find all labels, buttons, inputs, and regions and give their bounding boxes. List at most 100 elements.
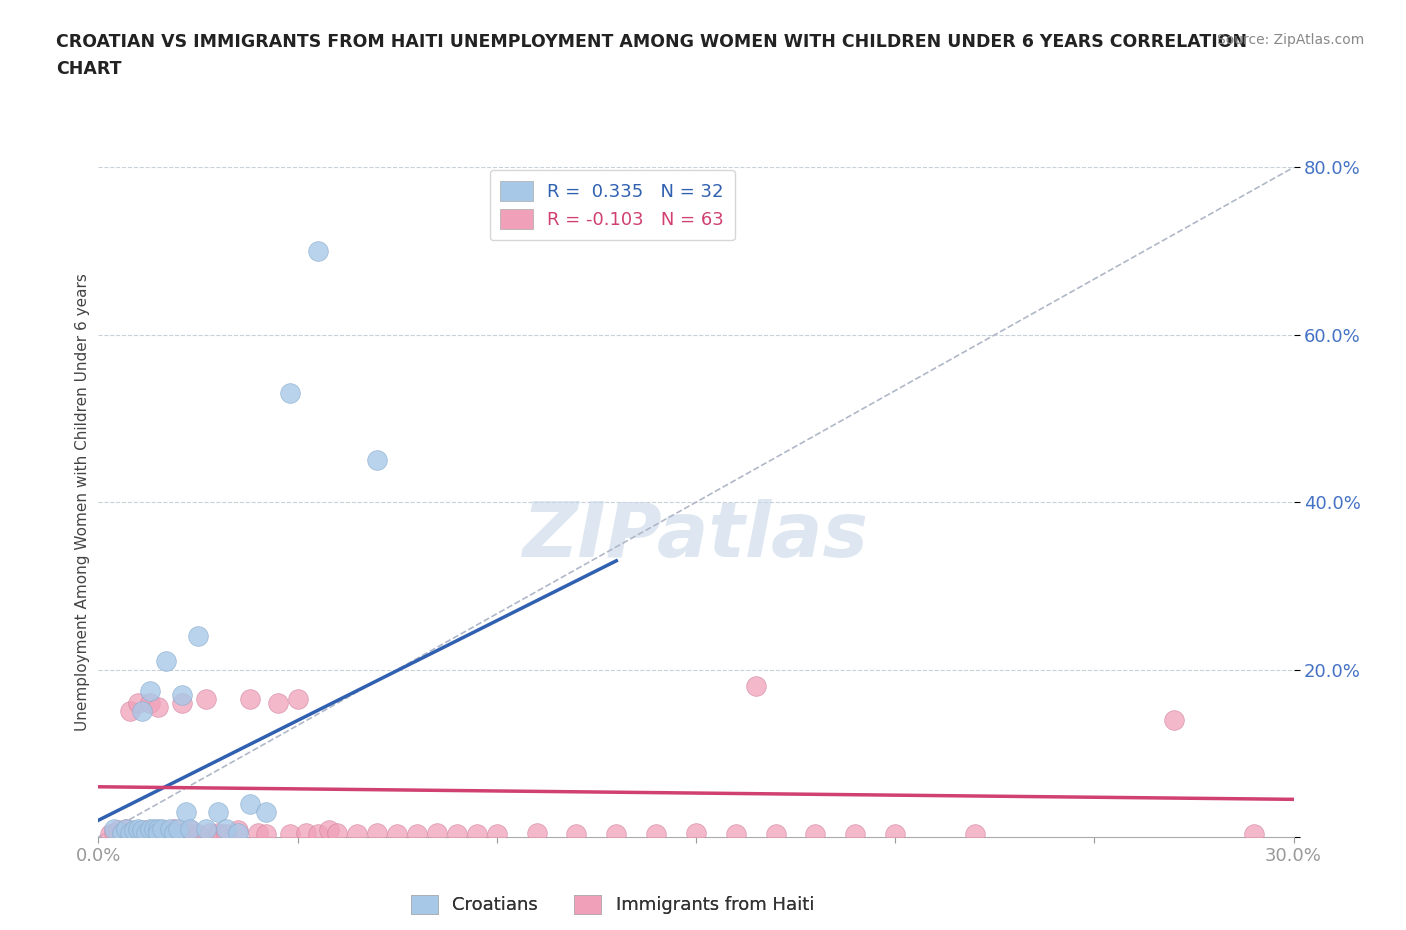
Point: [366, 826, 388, 841]
Point: [167, 827, 190, 842]
Y-axis label: Unemployment Among Women with Children Under 6 years: Unemployment Among Women with Children U…: [75, 273, 90, 731]
Point: [148, 826, 170, 841]
Point: [139, 696, 162, 711]
Text: ZIPatlas: ZIPatlas: [523, 498, 869, 573]
Point: [884, 827, 907, 842]
Point: [131, 704, 153, 719]
Point: [318, 823, 340, 838]
Point: [215, 827, 238, 842]
Point: [605, 827, 627, 842]
Point: [148, 826, 170, 841]
Point: [287, 692, 309, 707]
Point: [159, 821, 181, 836]
Point: [155, 654, 177, 669]
Point: [155, 827, 177, 842]
Point: [115, 821, 138, 836]
Point: [1163, 712, 1185, 727]
Point: [143, 821, 166, 836]
Point: [844, 827, 866, 842]
Point: [346, 827, 368, 842]
Point: [1243, 827, 1265, 842]
Point: [804, 827, 827, 842]
Point: [103, 821, 125, 836]
Point: [246, 826, 269, 841]
Point: [148, 700, 170, 715]
Point: [426, 826, 449, 841]
Point: [120, 704, 142, 719]
Point: [120, 826, 142, 841]
Point: [127, 821, 149, 836]
Point: [150, 821, 173, 836]
Point: [143, 826, 166, 841]
Point: [98, 827, 122, 842]
Text: Source: ZipAtlas.com: Source: ZipAtlas.com: [1216, 33, 1364, 46]
Point: [465, 827, 488, 842]
Point: [103, 826, 125, 841]
Point: [485, 827, 508, 842]
Point: [963, 827, 986, 842]
Point: [645, 827, 668, 842]
Point: [526, 826, 548, 841]
Point: [685, 826, 707, 841]
Point: [131, 823, 153, 838]
Point: [111, 827, 134, 842]
Point: [215, 821, 238, 836]
Point: [278, 827, 301, 842]
Point: [172, 687, 194, 702]
Point: [745, 679, 768, 694]
Point: [226, 823, 249, 838]
Point: [294, 826, 316, 841]
Point: [307, 827, 329, 842]
Point: [194, 821, 218, 836]
Point: [198, 826, 221, 841]
Point: [179, 821, 201, 836]
Point: [267, 696, 290, 711]
Point: [135, 823, 157, 838]
Point: [107, 823, 129, 838]
Point: [278, 386, 301, 401]
Point: [159, 826, 181, 841]
Point: [163, 821, 186, 836]
Text: CROATIAN VS IMMIGRANTS FROM HAITI UNEMPLOYMENT AMONG WOMEN WITH CHILDREN UNDER 6: CROATIAN VS IMMIGRANTS FROM HAITI UNEMPL…: [56, 33, 1247, 50]
Point: [187, 827, 209, 842]
Legend: Croatians, Immigrants from Haiti: Croatians, Immigrants from Haiti: [404, 888, 821, 922]
Point: [135, 826, 157, 841]
Point: [124, 823, 146, 838]
Point: [179, 823, 201, 838]
Point: [124, 827, 146, 842]
Point: [115, 821, 138, 836]
Point: [207, 826, 229, 841]
Point: [765, 827, 787, 842]
Point: [307, 244, 329, 259]
Point: [150, 823, 173, 838]
Point: [194, 692, 218, 707]
Point: [366, 453, 388, 468]
Point: [406, 827, 429, 842]
Point: [385, 827, 409, 842]
Point: [174, 804, 197, 819]
Point: [163, 826, 186, 841]
Point: [139, 827, 162, 842]
Point: [127, 696, 149, 711]
Point: [226, 826, 249, 841]
Point: [254, 827, 277, 842]
Point: [139, 683, 162, 698]
Point: [148, 821, 170, 836]
Point: [565, 827, 588, 842]
Text: CHART: CHART: [56, 60, 122, 78]
Point: [446, 827, 468, 842]
Point: [172, 696, 194, 711]
Point: [111, 826, 134, 841]
Point: [724, 827, 747, 842]
Point: [254, 804, 277, 819]
Point: [139, 821, 162, 836]
Point: [207, 804, 229, 819]
Point: [326, 826, 349, 841]
Point: [187, 629, 209, 644]
Point: [127, 826, 149, 841]
Point: [239, 796, 262, 811]
Point: [131, 826, 153, 841]
Point: [120, 826, 142, 841]
Point: [174, 826, 197, 841]
Point: [167, 821, 190, 836]
